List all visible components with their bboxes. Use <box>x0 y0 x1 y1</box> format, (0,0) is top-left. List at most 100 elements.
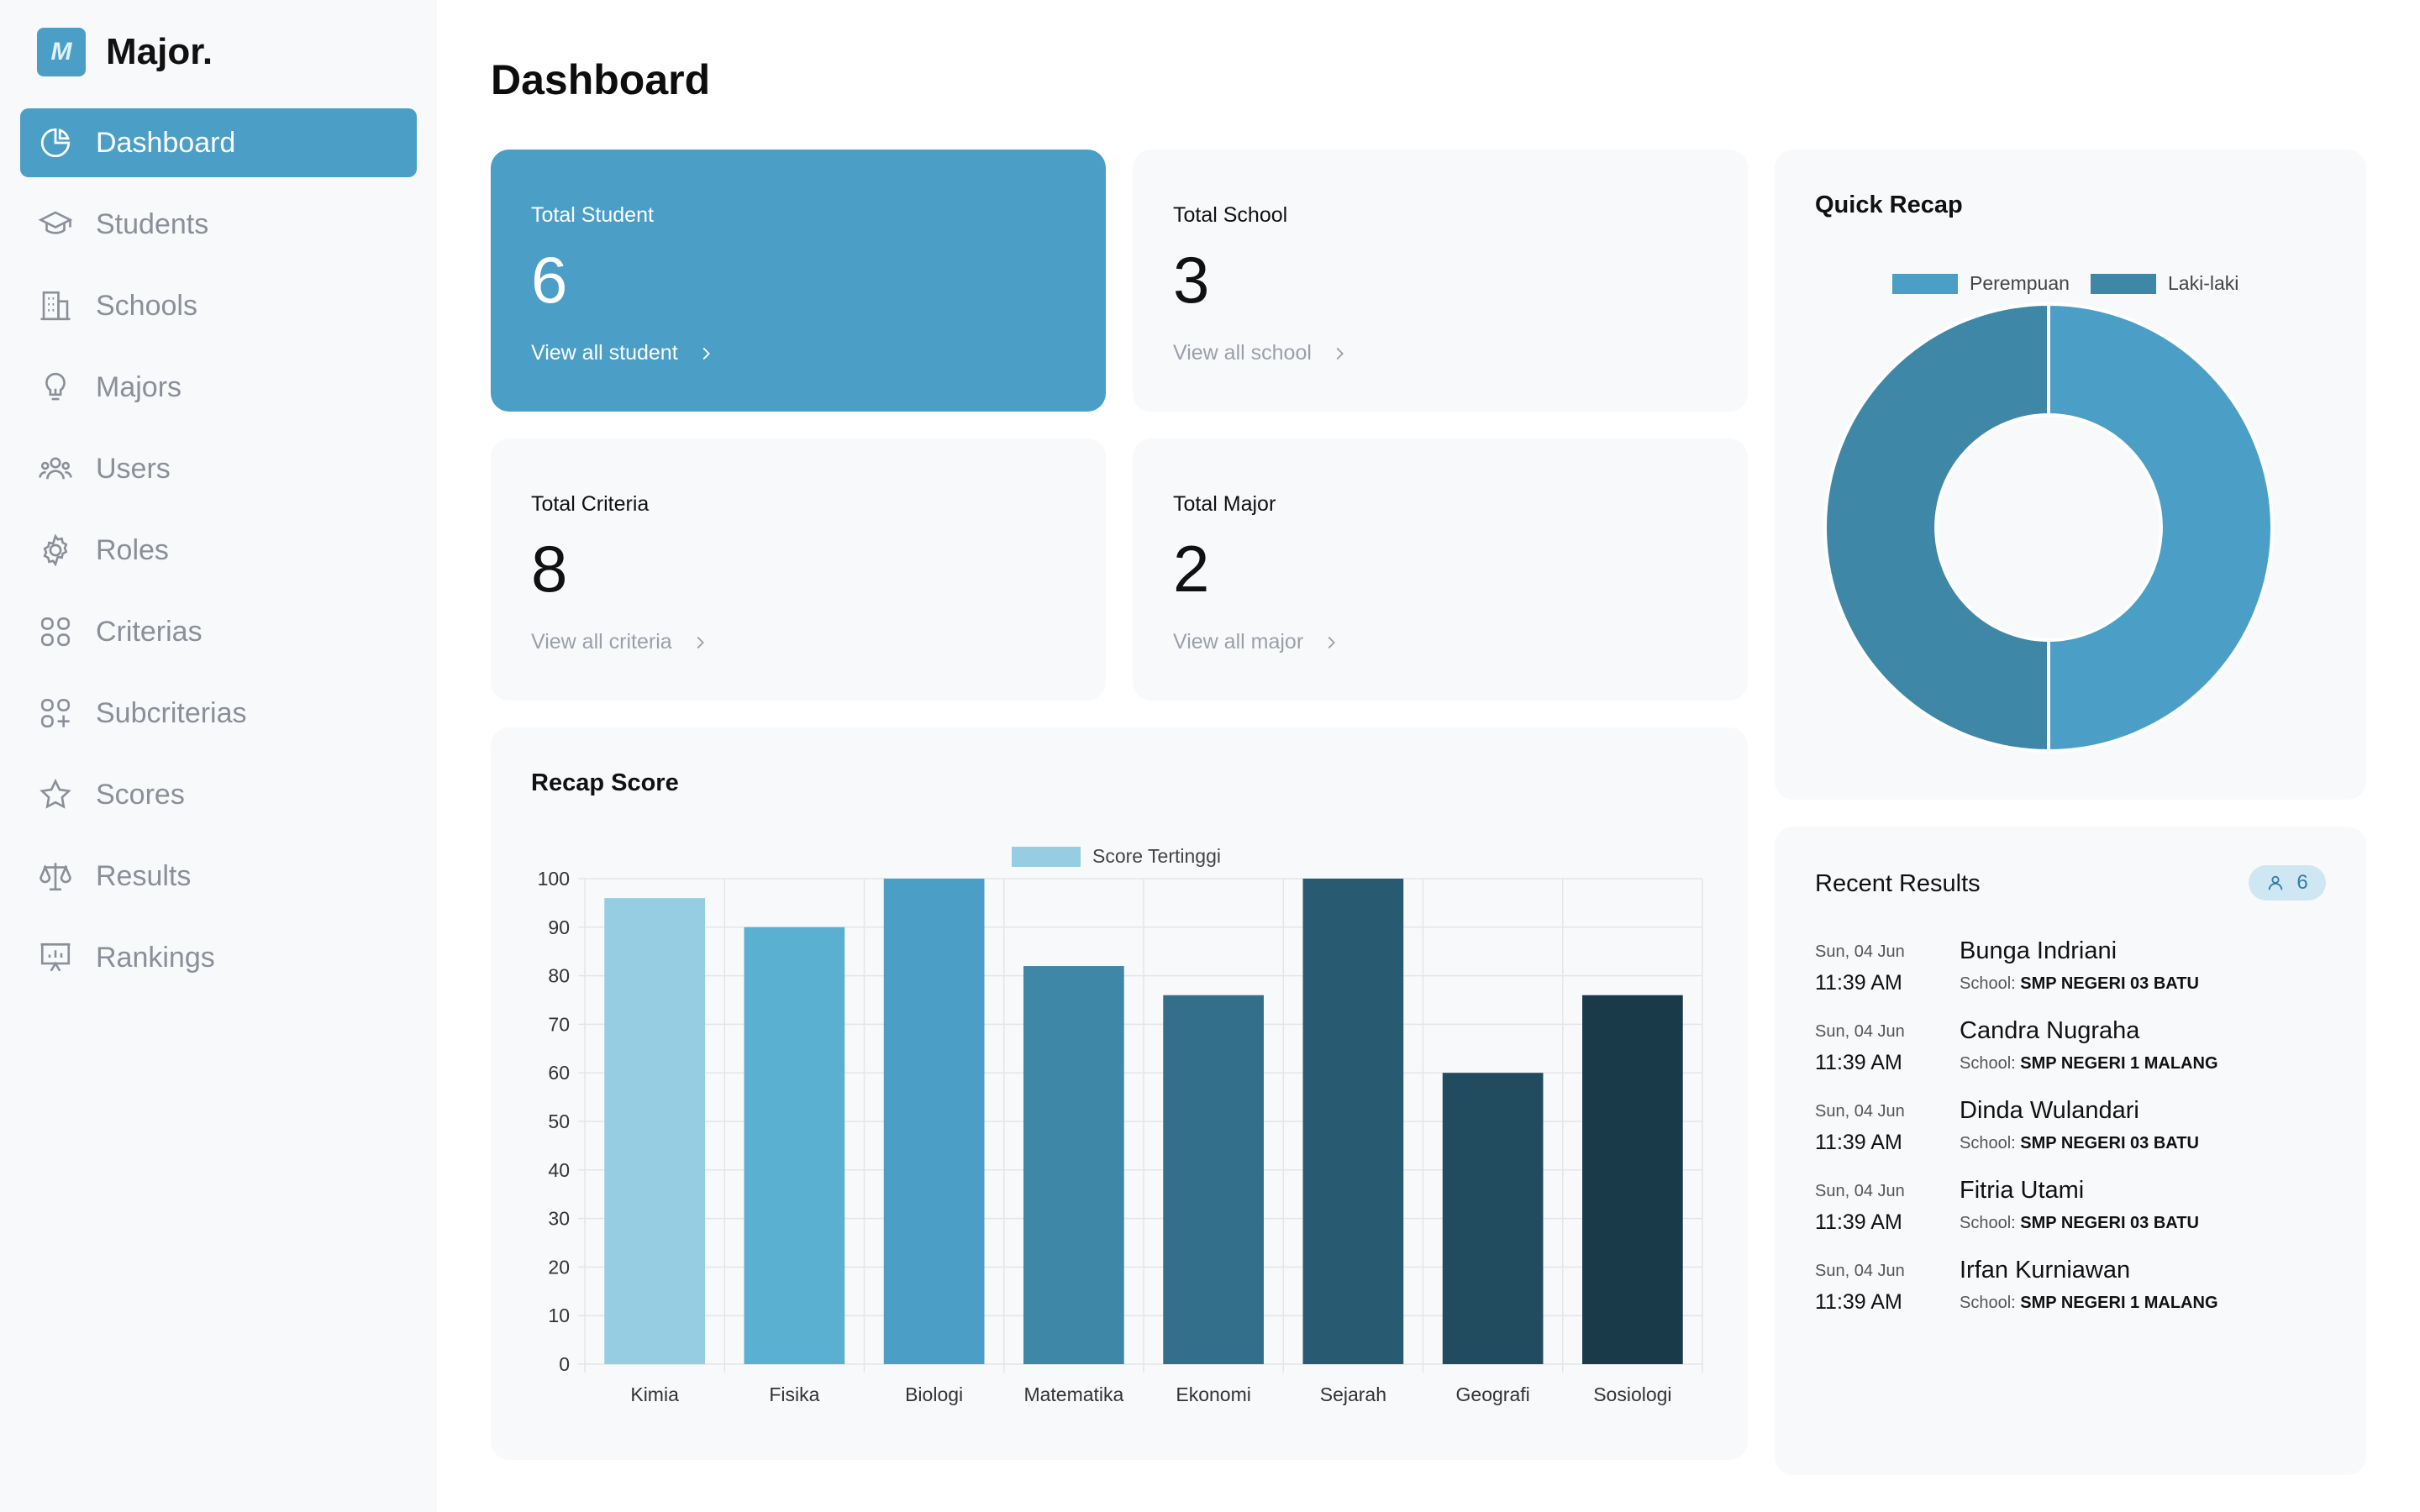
view-all-major-link[interactable]: View all major <box>1173 630 1340 654</box>
result-school: School: SMP NEGERI 03 BATU <box>1960 974 2199 993</box>
donut-slice-perempuan[interactable] <box>2047 302 2274 753</box>
stat-label: Total School <box>1173 203 1288 227</box>
x-tick-label: Kimia <box>630 1383 679 1405</box>
sidebar-item-students[interactable]: Students <box>20 190 417 259</box>
sidebar-item-label: Scores <box>96 778 185 811</box>
x-tick-label: Sosiologi <box>1593 1383 1671 1405</box>
bar-kimia[interactable] <box>604 898 705 1364</box>
result-school: School: SMP NEGERI 03 BATU <box>1960 1214 2199 1232</box>
stat-value: 6 <box>531 243 568 317</box>
view-all-student-link[interactable]: View all student <box>531 341 715 365</box>
link-label: View all school <box>1173 341 1312 365</box>
sidebar-item-label: Students <box>96 207 209 240</box>
chevron-right-icon <box>1328 636 1336 648</box>
result-date: Sun, 04 Jun <box>1815 1022 1905 1041</box>
sidebar-item-users[interactable]: Users <box>20 434 417 503</box>
quick-recap-chart <box>1823 302 2274 753</box>
result-name: Fitria Utami <box>1960 1177 2085 1204</box>
pie-legend-item-laki-laki[interactable]: Laki-laki <box>2091 272 2238 295</box>
pie-legend-item-perempuan[interactable]: Perempuan <box>1892 272 2070 295</box>
stat-value: 3 <box>1173 243 1210 317</box>
chevron-right-icon <box>702 347 710 360</box>
sidebar-item-scores[interactable]: Scores <box>20 760 417 829</box>
app-logo[interactable]: M Major. <box>37 27 213 77</box>
bar-sosiologi[interactable] <box>1582 995 1683 1364</box>
sidebar-item-majors[interactable]: Majors <box>20 353 417 422</box>
view-all-criteria-link[interactable]: View all criteria <box>531 630 709 654</box>
x-tick-label: Ekonomi <box>1176 1383 1250 1405</box>
list-item[interactable]: Sun, 04 Jun 11:39 AM Candra Nugraha Scho… <box>1815 1014 2336 1089</box>
bar-biologi[interactable] <box>883 879 985 1364</box>
result-name: Candra Nugraha <box>1960 1017 2140 1044</box>
y-tick-label: 90 <box>548 916 570 938</box>
result-date: Sun, 04 Jun <box>1815 942 1905 961</box>
view-all-school-link[interactable]: View all school <box>1173 341 1349 365</box>
sidebar-item-roles[interactable]: Roles <box>20 516 417 585</box>
sidebar: M Major. Dashboard Students Schools Maj <box>0 0 437 1512</box>
scale-icon <box>37 858 74 895</box>
sidebar-item-label: Majors <box>96 370 182 403</box>
link-label: View all criteria <box>531 630 672 654</box>
result-date: Sun, 04 Jun <box>1815 1182 1905 1200</box>
stat-label: Total Student <box>531 203 654 227</box>
y-tick-label: 20 <box>548 1256 570 1278</box>
result-school: School: SMP NEGERI 03 BATU <box>1960 1134 2199 1152</box>
list-item[interactable]: Sun, 04 Jun 11:39 AM Fitria Utami School… <box>1815 1173 2336 1249</box>
sidebar-item-label: Rankings <box>96 941 215 974</box>
pie-chart-icon <box>37 124 74 161</box>
result-date: Sun, 04 Jun <box>1815 1102 1905 1121</box>
graduation-cap-icon <box>37 206 74 243</box>
list-item[interactable]: Sun, 04 Jun 11:39 AM Irfan Kurniawan Sch… <box>1815 1253 2336 1329</box>
x-tick-label: Fisika <box>769 1383 819 1405</box>
sidebar-item-dashboard[interactable]: Dashboard <box>20 108 417 177</box>
user-icon <box>2269 875 2283 890</box>
bar-matematika[interactable] <box>1023 966 1124 1364</box>
page-title: Dashboard <box>491 56 711 103</box>
result-name: Irfan Kurniawan <box>1960 1257 2131 1284</box>
x-tick-label: Matematika <box>1023 1383 1123 1405</box>
x-tick-label: Geografi <box>1456 1383 1530 1405</box>
result-time: 11:39 AM <box>1815 971 1902 995</box>
stat-value: 8 <box>531 532 568 606</box>
list-item[interactable]: Sun, 04 Jun 11:39 AM Bunga Indriani Scho… <box>1815 934 2336 1010</box>
sidebar-item-label: Schools <box>96 289 197 322</box>
gear-icon <box>37 532 74 569</box>
y-tick-label: 10 <box>548 1305 570 1326</box>
legend-label: Score Tertinggi <box>1092 845 1221 867</box>
legend-label: Laki-laki <box>2168 272 2239 294</box>
donut-slice-laki-laki[interactable] <box>1823 302 2050 753</box>
grid-icon <box>37 613 74 650</box>
chart-legend-item[interactable]: Score Tertinggi <box>1012 845 1221 868</box>
list-item[interactable]: Sun, 04 Jun 11:39 AM Dinda Wulandari Sch… <box>1815 1094 2336 1169</box>
presentation-icon <box>37 939 74 976</box>
recap-score-card: Recap Score Score Tertinggi 0 10 20 30 40 50 6… <box>491 727 1748 1460</box>
sidebar-item-label: Subcriterias <box>96 696 247 729</box>
app-name: Major. <box>106 31 213 72</box>
bar-ekonomi[interactable] <box>1163 995 1264 1364</box>
sidebar-item-schools[interactable]: Schools <box>20 271 417 340</box>
total-school-card: Total School 3 View all school <box>1133 150 1748 412</box>
users-icon <box>37 450 74 487</box>
y-tick-label: 80 <box>548 965 570 987</box>
bar-geografi[interactable] <box>1442 1073 1544 1364</box>
sidebar-item-label: Criterias <box>96 615 203 648</box>
result-time: 11:39 AM <box>1815 1051 1902 1074</box>
y-tick-label: 50 <box>548 1110 570 1132</box>
bar-fisika[interactable] <box>744 927 845 1364</box>
recap-score-title: Recap Score <box>531 769 679 796</box>
result-name: Dinda Wulandari <box>1960 1097 2139 1124</box>
recap-score-chart: 0 10 20 30 40 50 60 70 80 90 100 Kimia Fisika Biologi… <box>538 868 1703 1405</box>
sidebar-item-label: Results <box>96 859 192 892</box>
grid-plus-icon <box>37 695 74 732</box>
result-date: Sun, 04 Jun <box>1815 1262 1905 1280</box>
lightbulb-icon <box>37 369 74 406</box>
star-icon <box>37 776 74 813</box>
sidebar-item-subcriterias[interactable]: Subcriterias <box>20 679 417 748</box>
sidebar-item-criterias[interactable]: Criterias <box>20 597 417 666</box>
y-tick-label: 60 <box>548 1062 570 1084</box>
y-tick-label: 70 <box>548 1013 570 1035</box>
result-time: 11:39 AM <box>1815 1131 1902 1154</box>
sidebar-item-results[interactable]: Results <box>20 842 417 911</box>
bar-sejarah[interactable] <box>1302 879 1404 1364</box>
sidebar-item-rankings[interactable]: Rankings <box>20 923 417 992</box>
